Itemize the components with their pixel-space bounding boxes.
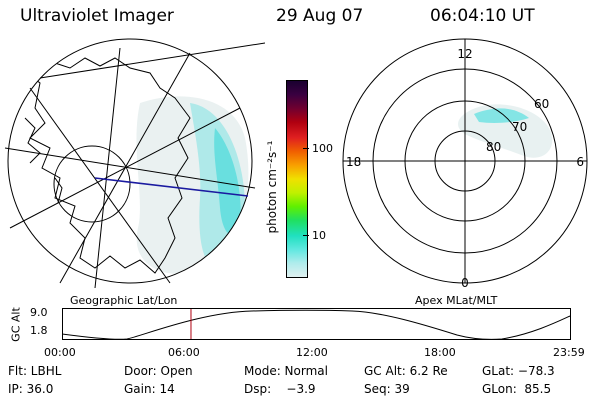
mlat-label-70: 70 [512,120,527,134]
geographic-map [4,38,265,289]
time-tick-0600: 06:00 [168,346,200,359]
mlt-label-left: 18 [346,155,361,169]
colorbar-tick-100: 100 [312,142,333,155]
mlat-label-80: 80 [486,140,501,154]
status-dsp: Dsp: −3.9 [244,382,316,396]
status-seq: Seq: 39 [364,382,410,396]
colorbar-tick-10: 10 [312,229,326,242]
terminator-line [94,177,249,197]
time-tick-1200: 12:00 [296,346,328,359]
instrument-title: Ultraviolet Imager [20,6,174,26]
time-tick-1800: 18:00 [424,346,456,359]
mlt-label-top: 12 [457,47,472,61]
status-gc-alt: GC Alt: 6.2 Re [364,364,448,378]
time-tick-2359: 23:59 [553,346,585,359]
mlt-label-bottom: 0 [461,276,469,290]
geographic-map-label: Geographic Lat/Lon [70,294,178,307]
altitude-plot [62,308,571,340]
status-glon: GLon: 85.5 [482,382,552,396]
altitude-tick-1-8: 1.8 [30,324,48,337]
status-gain: Gain: 14 [124,382,175,396]
status-flt: Flt: LBHL [8,364,62,378]
polar-map: 12 18 6 0 60 70 80 [342,38,588,290]
mlt-label-right: 6 [576,155,584,169]
altitude-axis-label: GC Alt [9,307,23,342]
polar-map-label: Apex MLat/MLT [415,294,498,307]
status-ip: IP: 36.0 [8,382,54,396]
status-glat: GLat: −78.3 [482,364,555,378]
colorbar-unit-label: photon cm⁻²s⁻¹ [265,140,279,234]
mlat-label-60: 60 [534,97,549,111]
altitude-tick-9: 9.0 [30,306,48,319]
coastline [19,57,191,274]
color-bar [286,80,308,278]
time-tick-0000: 00:00 [44,346,76,359]
uv-emission-right [458,104,553,158]
uv-emission-left [136,96,249,274]
date-label: 29 Aug 07 [276,6,364,26]
altitude-curve [62,309,571,340]
status-mode: Mode: Normal [244,364,328,378]
status-door: Door: Open [124,364,193,378]
time-label: 06:04:10 UT [430,6,535,26]
